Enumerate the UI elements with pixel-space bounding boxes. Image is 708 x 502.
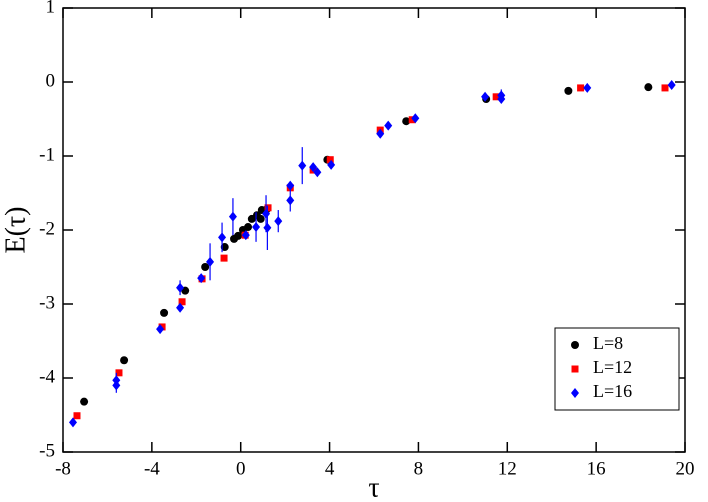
point [286,195,295,206]
point [115,369,123,377]
point [577,84,585,92]
point [298,160,307,171]
point [120,356,129,365]
point [263,222,272,233]
point [384,120,393,131]
point [220,254,228,262]
point [313,167,322,178]
legend-label: L=8 [593,333,623,353]
y-tick-label: -4 [39,366,55,387]
legend-label: L=16 [593,381,632,401]
point [262,208,271,219]
point [176,282,185,293]
point [73,412,81,420]
point [661,84,669,92]
x-tick-label: 12 [498,458,517,479]
x-tick-label: 0 [236,458,246,479]
point [80,397,89,406]
x-axis-label: τ [368,472,379,502]
point [309,162,318,173]
point [68,417,77,428]
point [160,308,169,317]
point [156,324,165,335]
x-tick-label: 4 [325,458,335,479]
point [228,211,237,222]
point [178,298,186,306]
point [274,216,283,227]
point [201,263,210,271]
point [564,86,573,95]
legend-marker [571,388,579,398]
point [206,256,215,267]
point [176,302,185,313]
point [411,113,420,124]
point [497,94,506,105]
point [256,214,265,223]
point [244,223,253,232]
point [481,91,490,102]
x-tick-label: -8 [55,458,71,479]
y-tick-label: 0 [46,70,56,91]
point [583,82,592,93]
x-tick-label: 20 [676,458,695,479]
point [492,93,500,101]
point [264,204,272,212]
point [197,273,206,284]
y-tick-label: -2 [39,218,55,239]
x-tick-label: 8 [414,458,424,479]
point [241,230,250,241]
point [644,83,653,92]
x-tick-label: -4 [144,458,160,479]
point [220,243,229,252]
x-tick-label: 16 [587,458,606,479]
point [327,159,336,170]
y-tick-label: -3 [39,292,55,313]
point [218,232,227,243]
point [667,79,676,90]
y-tick-label: 1 [46,0,56,17]
y-tick-label: -1 [39,144,55,165]
point [376,128,385,139]
point [234,231,243,240]
point [402,117,411,126]
point [112,380,121,391]
point [408,116,416,124]
point [326,156,334,164]
y-axis-label: E(τ) [0,206,31,253]
point [252,222,261,233]
y-tick-label: -5 [39,440,55,461]
point [286,180,295,191]
legend-marker [571,365,579,373]
legend-marker [571,341,579,349]
legend-label: L=12 [593,357,632,377]
